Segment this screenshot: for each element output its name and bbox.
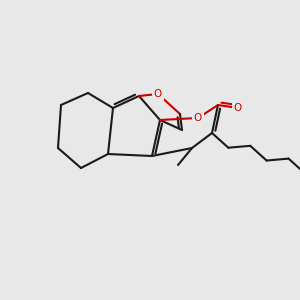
Text: O: O bbox=[194, 113, 202, 123]
Text: O: O bbox=[154, 89, 162, 99]
Text: O: O bbox=[234, 103, 242, 113]
